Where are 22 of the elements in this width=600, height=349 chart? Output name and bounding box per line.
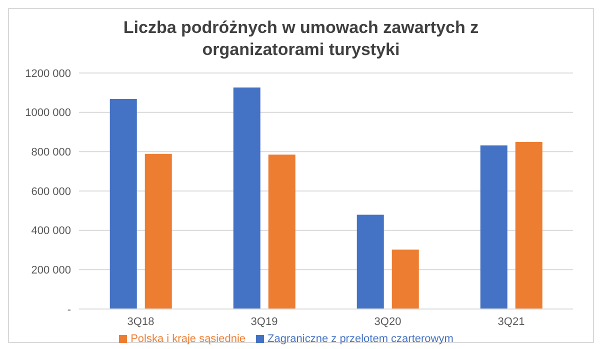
bar	[356, 214, 384, 309]
y-tick-label: 1000 000	[25, 107, 71, 120]
bar	[480, 145, 508, 309]
x-tick-label: 3Q18	[127, 316, 154, 328]
chart-title: Liczba podróżnych w umowach zawartych z organizatorami turystyki	[122, 17, 480, 61]
bar	[515, 142, 542, 309]
bar	[233, 88, 260, 309]
x-tick-label: 3Q19	[250, 316, 278, 328]
legend-label: Polska i kraje sąsiednie	[130, 333, 246, 345]
y-tick-label: 800 000	[31, 146, 71, 159]
x-tick-label: 3Q21	[498, 316, 525, 328]
bar	[392, 250, 419, 309]
x-tick-label: 3Q20	[374, 316, 402, 328]
bar	[110, 98, 137, 309]
y-tick-label: 400 000	[31, 225, 71, 238]
y-tick-label: 600 000	[31, 186, 71, 198]
y-tick-label: 1200 000	[25, 68, 71, 80]
y-tick-label: 200 000	[31, 264, 71, 277]
bar	[268, 154, 296, 309]
legend-label: Zagraniczne z przelotem czarterowym	[268, 333, 454, 345]
bar	[144, 154, 172, 309]
y-tick-label: -	[67, 304, 72, 316]
